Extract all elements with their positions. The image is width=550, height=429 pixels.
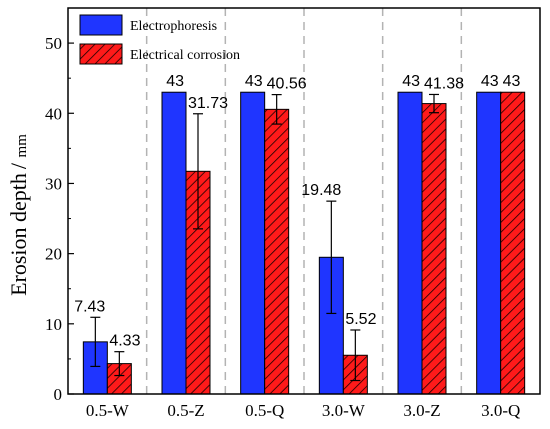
legend-label-electrophoresis: Electrophoresis — [130, 19, 217, 34]
bar-electrical-corrosion — [500, 91, 526, 395]
value-label-electrophoresis: 43 — [166, 73, 184, 90]
y-tick-label: 0 — [54, 385, 63, 404]
y-axis-unit: mm — [14, 134, 30, 158]
bar-electrophoresis — [397, 91, 423, 395]
x-tick-label: 0.5-W — [86, 401, 130, 420]
x-tick-label: 0.5-Q — [245, 401, 284, 420]
bar-electrophoresis — [476, 91, 502, 395]
bar-electrical-corrosion — [421, 103, 447, 395]
bar-electrophoresis — [240, 91, 266, 395]
value-label-electrophoresis: 43 — [245, 73, 263, 90]
y-axis: 0 10 20 30 40 50 — [45, 34, 74, 404]
value-label-electrical-corrosion: 40.56 — [267, 76, 307, 93]
legend-swatch-electrophoresis — [79, 14, 123, 36]
x-tick-label: 3.0-W — [322, 401, 366, 420]
svg-text:Erosion depth /: Erosion depth / mm — [6, 134, 31, 296]
value-label-electrophoresis: 7.43 — [74, 298, 105, 315]
value-label-electrical-corrosion: 43 — [503, 73, 521, 90]
bar-electrical-corrosion — [264, 108, 290, 395]
y-axis-label: Erosion depth — [6, 173, 31, 296]
x-axis: 0.5-W 0.5-Z 0.5-Q 3.0-W 3.0-Z 3.0-Q — [86, 401, 520, 420]
error-bars-layer — [90, 93, 439, 382]
y-tick-label: 20 — [45, 245, 62, 264]
legend-swatch-electrical-corrosion — [79, 43, 123, 65]
value-label-electrical-corrosion: 31.73 — [188, 95, 228, 112]
y-tick-label: 50 — [45, 34, 62, 53]
value-label-electrophoresis: 19.48 — [301, 182, 341, 199]
value-label-electrical-corrosion: 5.52 — [345, 311, 376, 328]
value-label-electrical-corrosion: 41.38 — [424, 75, 464, 92]
legend: Electrophoresis Electrical corrosion — [79, 14, 240, 65]
bars-layer — [82, 91, 526, 395]
bar-electrophoresis — [161, 91, 187, 395]
legend-label-electrical-corrosion: Electrical corrosion — [130, 48, 240, 63]
value-label-electrical-corrosion: 4.33 — [109, 333, 140, 350]
y-tick-label: 30 — [45, 174, 62, 193]
x-tick-label: 0.5-Z — [167, 401, 204, 420]
y-axis-title: Erosion depth / mm — [6, 134, 31, 296]
x-tick-label: 3.0-Z — [403, 401, 440, 420]
value-label-electrophoresis: 43 — [481, 73, 499, 90]
bar-electrophoresis — [318, 256, 344, 395]
plot-frame — [67, 7, 541, 395]
x-tick-label: 3.0-Q — [481, 401, 520, 420]
y-tick-label: 10 — [45, 315, 62, 334]
value-label-electrophoresis: 43 — [402, 73, 420, 90]
y-axis-unit-separator: / — [6, 157, 31, 169]
y-tick-label: 40 — [45, 104, 62, 123]
